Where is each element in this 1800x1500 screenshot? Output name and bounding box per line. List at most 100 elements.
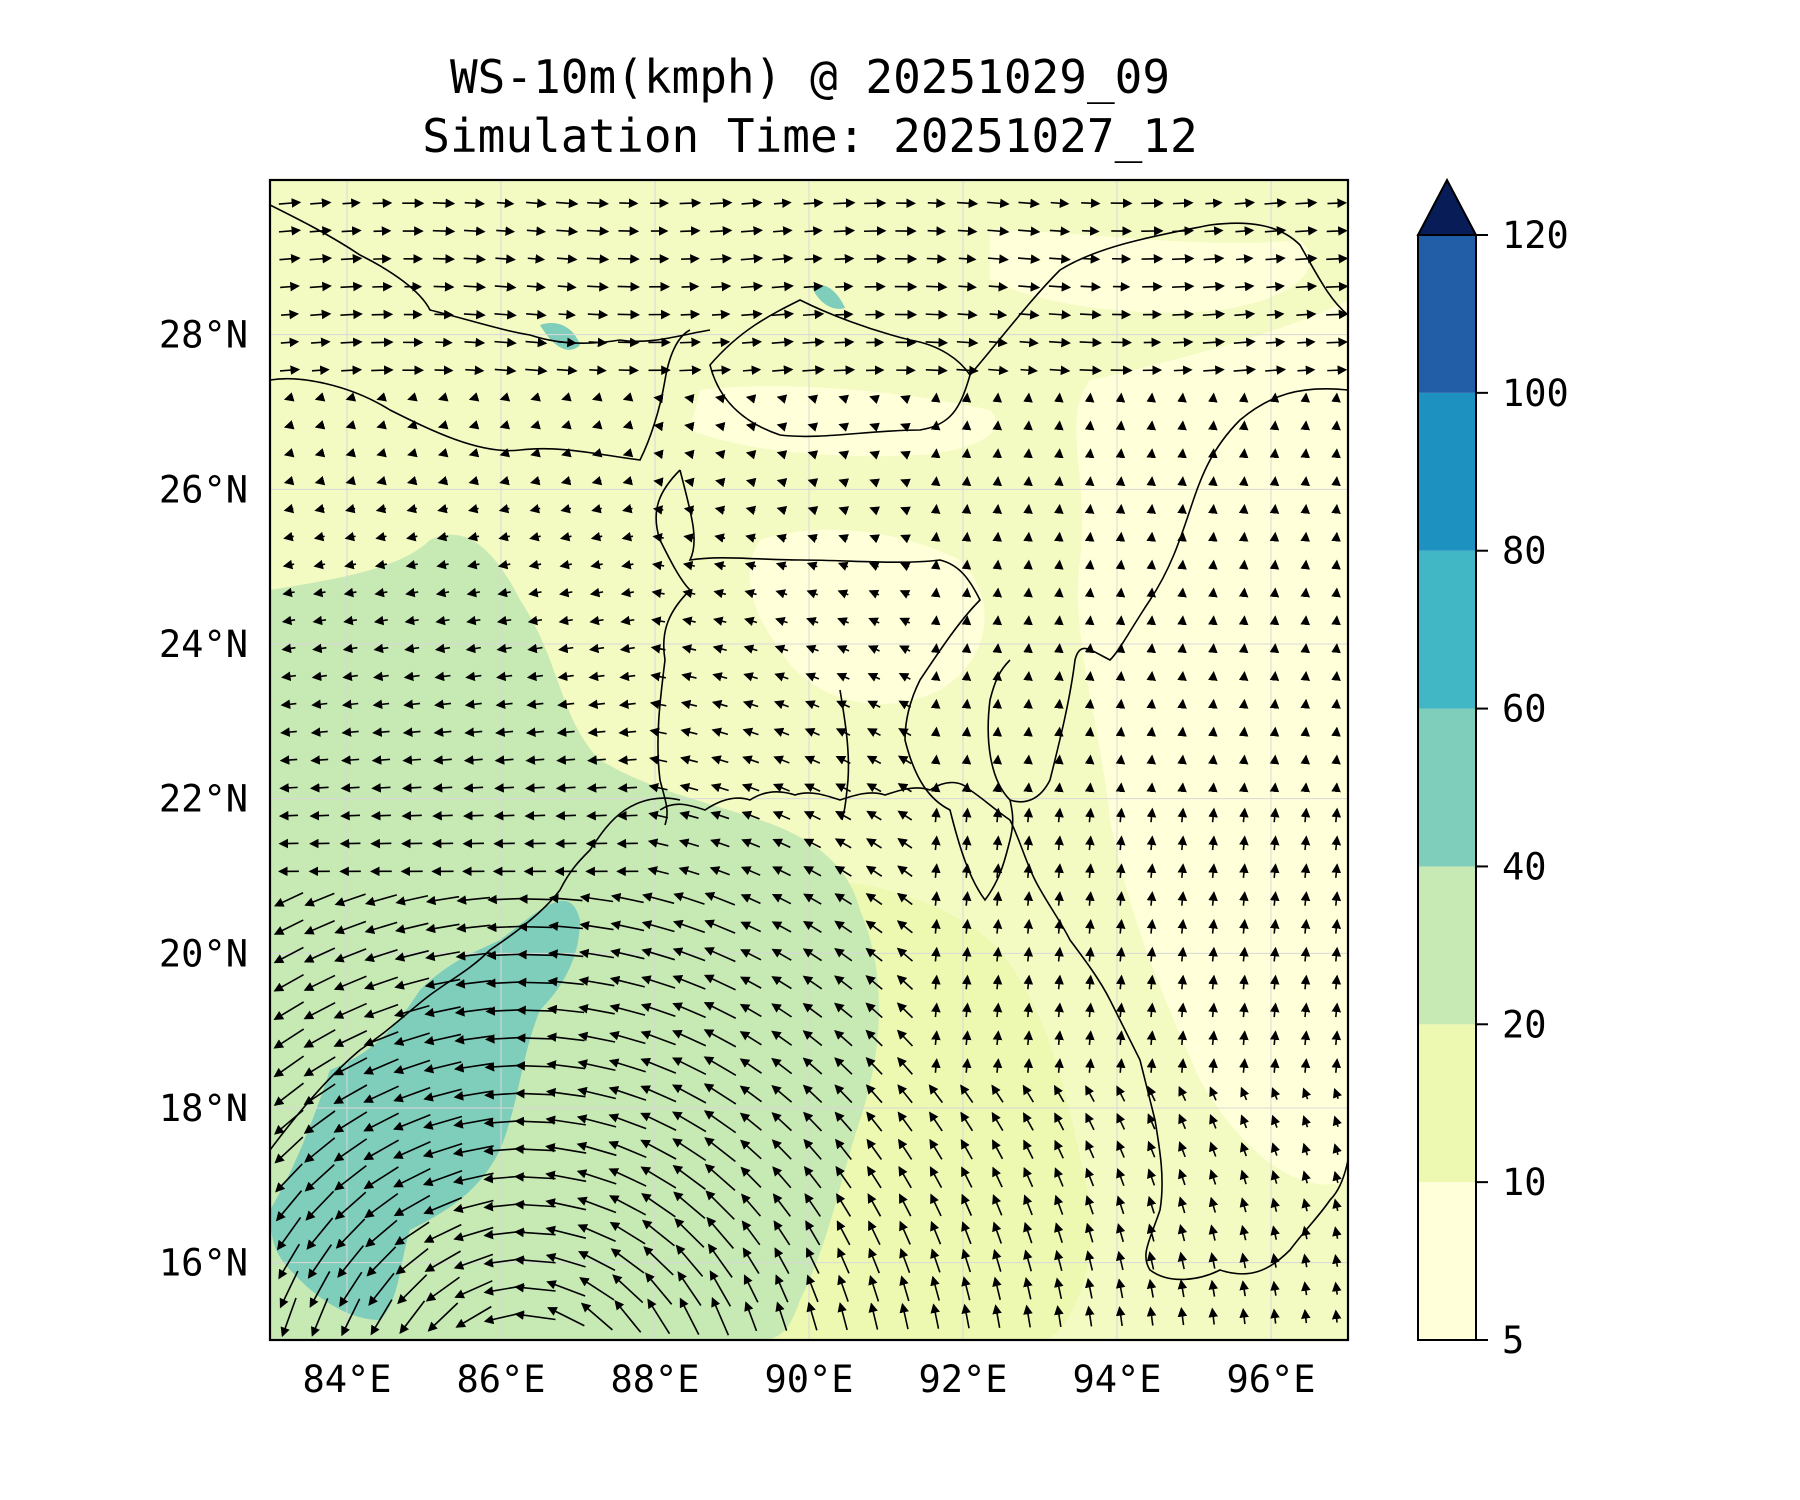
wind-vector <box>1178 1113 1188 1130</box>
wind-vector <box>1177 531 1187 542</box>
wind-vector <box>1331 420 1341 431</box>
wind-vector <box>1331 835 1342 851</box>
wind-vector <box>703 974 736 991</box>
wind-vector <box>961 918 972 934</box>
wind-vector <box>775 561 787 571</box>
wind-vector <box>1017 254 1041 264</box>
wind-vector <box>393 1032 430 1046</box>
wind-vector <box>1300 420 1311 431</box>
wind-vector <box>1054 1058 1064 1073</box>
wind-vector <box>1177 754 1187 765</box>
wind-vector <box>407 420 418 430</box>
wind-vector <box>1050 198 1070 209</box>
wind-vector <box>557 671 574 682</box>
wind-vector <box>1209 1113 1219 1129</box>
wind-vector <box>273 1055 305 1078</box>
wind-vector <box>1269 754 1280 765</box>
wind-vector <box>1023 726 1033 737</box>
wind-vector <box>423 1197 463 1215</box>
wind-vector <box>1146 698 1157 709</box>
wind-vector <box>647 838 669 848</box>
wind-vector <box>1238 448 1249 459</box>
wind-vector <box>1177 946 1188 962</box>
wind-vector <box>425 951 460 962</box>
wind-vector <box>1146 643 1157 654</box>
wind-vector <box>1054 946 1064 962</box>
wind-vector <box>468 476 479 486</box>
wind-vector <box>372 699 390 710</box>
wind-vector <box>1146 863 1157 878</box>
wind-vector <box>930 476 941 487</box>
wind-vector <box>926 254 947 264</box>
lon-tick-label: 94°E <box>1072 1358 1161 1401</box>
wind-vector <box>1239 946 1249 962</box>
wind-vector <box>931 974 941 990</box>
wind-vector <box>865 1002 883 1019</box>
wind-vector <box>516 1005 554 1016</box>
wind-vector <box>1300 503 1311 514</box>
wind-vector <box>1115 782 1126 793</box>
wind-vector <box>713 588 727 599</box>
colorbar-segment <box>1418 866 1476 1025</box>
wind-vector <box>1146 503 1157 514</box>
wind-vector <box>558 309 576 320</box>
wind-vector <box>992 392 1003 403</box>
wind-vector <box>1048 282 1072 292</box>
wind-vector <box>1331 1030 1342 1045</box>
wind-vector <box>548 893 583 904</box>
wind-vector <box>1269 448 1280 459</box>
myanmar-border <box>1009 387 1348 803</box>
wind-vector <box>1239 1002 1249 1018</box>
wind-vector <box>991 1111 1004 1132</box>
wind-vector <box>1208 448 1218 459</box>
wind-vector <box>456 895 491 905</box>
wind-vector <box>1269 807 1280 823</box>
wind-vector <box>1054 392 1064 403</box>
wind-vector <box>678 838 700 848</box>
wind-vector <box>1146 974 1157 990</box>
wind-vector <box>1177 726 1187 737</box>
wind-vector <box>375 503 387 514</box>
wind-vector <box>280 727 297 737</box>
wind-vector <box>1208 587 1218 598</box>
wind-vector <box>739 1031 762 1046</box>
wind-vector <box>929 1111 943 1132</box>
wind-vector <box>681 672 697 682</box>
wind-vector <box>1054 1112 1065 1131</box>
wind-vector <box>705 1190 735 1220</box>
wind-vector <box>590 531 603 542</box>
wind-vector <box>961 420 972 431</box>
wind-vector <box>992 726 1003 737</box>
wind-vector <box>465 365 485 376</box>
wind-vector <box>992 670 1003 681</box>
wind-vector <box>619 671 636 682</box>
wind-vector <box>992 448 1003 459</box>
wind-vector <box>363 1003 399 1019</box>
wind-vector <box>897 783 912 793</box>
wind-vector <box>834 1084 853 1104</box>
wind-vector <box>1023 615 1033 626</box>
wind-vector <box>1208 531 1218 542</box>
wind-vector <box>465 643 481 654</box>
wind-vector <box>776 394 788 404</box>
wind-vector <box>1331 448 1341 459</box>
wind-vector <box>1085 891 1095 906</box>
wind-vector <box>591 392 603 402</box>
wind-vector <box>653 449 664 460</box>
wind-vector <box>312 643 327 654</box>
wind-vector <box>608 1168 647 1187</box>
wind-vector <box>1269 392 1280 403</box>
wind-vector <box>333 1030 368 1047</box>
wind-vector <box>609 975 645 988</box>
wind-vector <box>618 699 636 710</box>
wind-vector <box>1331 974 1342 990</box>
wind-vector <box>434 699 451 710</box>
lat-tick-label: 18°N <box>159 1087 248 1130</box>
wind-vector <box>1269 918 1280 934</box>
wind-vector <box>558 643 574 654</box>
wind-vector <box>1054 698 1064 709</box>
wind-vector <box>1266 281 1285 292</box>
wind-vector <box>992 587 1003 598</box>
wind-vector <box>1177 476 1187 487</box>
wind-vector <box>1146 918 1157 934</box>
